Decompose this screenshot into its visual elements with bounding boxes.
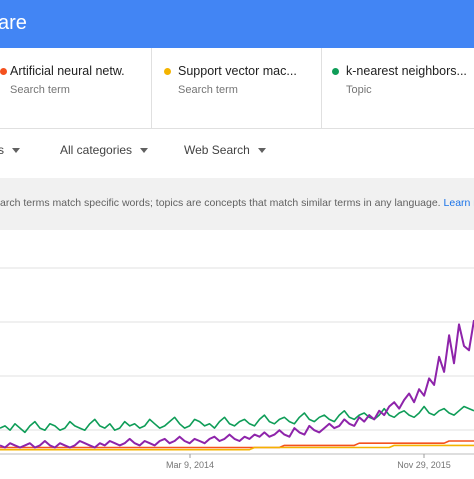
term-kind: Topic [346, 84, 372, 96]
info-banner: arch terms match specific words; topics … [0, 178, 474, 230]
term-card-knn[interactable]: k-nearest neighbors... Topic [322, 48, 474, 128]
search-type-dropdown[interactable]: Web Search [184, 143, 266, 157]
term-kind: Search term [178, 84, 238, 96]
term-color-dot [164, 68, 171, 75]
time-range-dropdown[interactable]: s [0, 143, 20, 157]
term-card-svm[interactable]: Support vector mac... Search term [152, 48, 322, 128]
x-axis-ticks: Mar 9, 2014 Nov 29, 2015 [166, 454, 451, 470]
chart-grid [0, 267, 474, 431]
term-name: Artificial neural netw. [10, 64, 125, 78]
app-header: are [0, 0, 474, 48]
series-line-1 [0, 444, 474, 451]
series-line-2 [0, 405, 474, 434]
term-color-dot [332, 68, 339, 75]
category-dropdown[interactable]: All categories [60, 143, 149, 157]
compare-title: are [0, 12, 27, 34]
series-line-3 [0, 319, 474, 449]
chevron-down-icon [140, 148, 149, 154]
learn-more-link[interactable]: Learn mo [443, 197, 474, 209]
term-color-dot [0, 68, 7, 75]
search-terms-row: Artificial neural netw. Search term Supp… [0, 48, 474, 129]
interest-over-time-chart: Mar 9, 2014 Nov 29, 2015 [0, 232, 474, 474]
search-type-value: Web Search [184, 143, 250, 157]
time-range-value: s [0, 143, 4, 157]
series-line-0 [0, 440, 474, 449]
term-name: Support vector mac... [178, 64, 297, 78]
term-kind: Search term [10, 84, 70, 96]
filter-bar: s All categories Web Search [0, 129, 474, 173]
term-card-ann[interactable]: Artificial neural netw. Search term [0, 48, 152, 128]
category-value: All categories [60, 143, 133, 157]
chart-series [0, 319, 474, 451]
x-tick-label: Mar 9, 2014 [166, 460, 214, 470]
chevron-down-icon [12, 148, 20, 154]
chevron-down-icon [257, 148, 266, 154]
line-chart: Mar 9, 2014 Nov 29, 2015 [0, 267, 474, 470]
term-name: k-nearest neighbors... [346, 64, 467, 78]
info-message: arch terms match specific words; topics … [0, 197, 444, 209]
info-text: arch terms match specific words; topics … [0, 197, 474, 209]
x-tick-label: Nov 29, 2015 [397, 460, 451, 470]
